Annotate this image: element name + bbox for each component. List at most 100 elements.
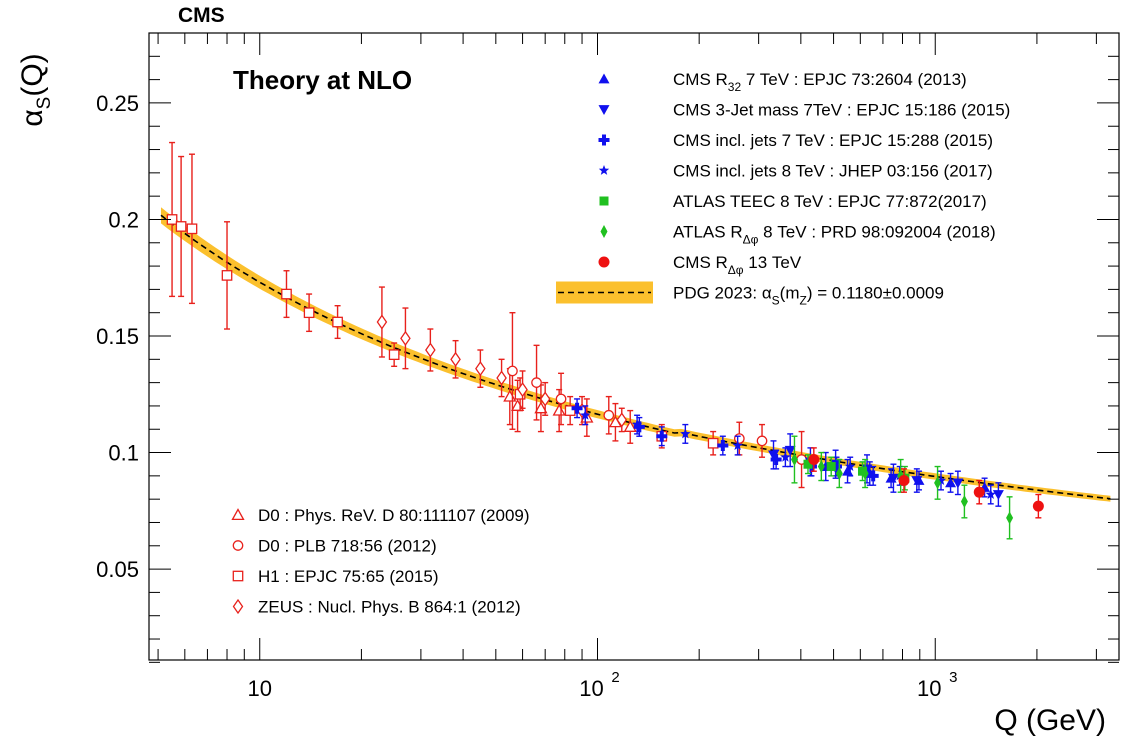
data-point bbox=[496, 370, 507, 386]
legend-marker bbox=[231, 508, 245, 521]
legend-marker bbox=[598, 105, 610, 115]
data-point bbox=[616, 412, 628, 428]
legend-marker bbox=[232, 598, 244, 615]
data-point bbox=[507, 365, 518, 377]
legend-layer: CMS R32 7 TeV : EPJC 73:2604 (2013) CMS 3… bbox=[231, 70, 1010, 617]
theory-label: Theory at NLO bbox=[233, 65, 413, 95]
data-point bbox=[808, 454, 820, 466]
data-point bbox=[517, 381, 528, 398]
legend-band-swatch bbox=[556, 281, 653, 304]
legend-label: CMS incl. jets 8 TeV : JHEP 03:156 (2017… bbox=[673, 162, 993, 181]
data-point bbox=[952, 478, 964, 489]
legend-label: CMS 3-Jet mass 7TeV : EPJC 15:186 (2015) bbox=[673, 101, 1010, 120]
legend-marker bbox=[598, 165, 610, 175]
data-point bbox=[780, 451, 791, 462]
y-tick-label: 0.05 bbox=[96, 557, 139, 582]
data-point bbox=[756, 435, 768, 447]
legend-entry-cms_r32: CMS R32 7 TeV : EPJC 73:2604 (2013) bbox=[598, 70, 967, 94]
data-point bbox=[826, 462, 836, 472]
legend-label: ZEUS : Nucl. Phys. B 864:1 (2012) bbox=[258, 598, 521, 617]
legend-label: ATLAS RΔφ 8 TeV : PRD 98:092004 (2018) bbox=[673, 223, 996, 247]
pdg-band-layer bbox=[160, 207, 1111, 502]
x-tick-exponent: 3 bbox=[949, 669, 957, 686]
data-point bbox=[973, 486, 985, 498]
data-point bbox=[1006, 511, 1014, 525]
data-point bbox=[845, 461, 856, 471]
legend-marker bbox=[598, 73, 610, 84]
data-point bbox=[934, 476, 942, 490]
data-point bbox=[803, 459, 813, 469]
data-point bbox=[400, 330, 411, 346]
data-point bbox=[388, 349, 400, 361]
data-point bbox=[887, 473, 899, 484]
data-point bbox=[534, 401, 548, 414]
data-point bbox=[564, 405, 576, 416]
experiment-label: CMS bbox=[178, 4, 225, 27]
data-point bbox=[960, 495, 968, 509]
y-axis-title: αS(Q) bbox=[16, 53, 55, 126]
legend-marker bbox=[598, 134, 610, 146]
data-point bbox=[935, 475, 947, 485]
series-d0_2012 bbox=[507, 312, 807, 489]
x-tick-label: 10 bbox=[917, 676, 941, 701]
data-point bbox=[450, 351, 461, 367]
data-point bbox=[830, 461, 842, 473]
data-point bbox=[303, 307, 315, 319]
data-point bbox=[733, 433, 745, 444]
legend-marker bbox=[232, 540, 244, 551]
x-tick-label: 10 bbox=[248, 676, 272, 701]
legend-entry-pdg: PDG 2023: αS(mZ) = 0.1180±0.0009 bbox=[556, 281, 944, 308]
legend-entry-d0_2012: D0 : PLB 718:56 (2012) bbox=[232, 537, 437, 556]
legend-marker bbox=[232, 570, 244, 582]
legend-entry-h1: H1 : EPJC 75:65 (2015) bbox=[232, 567, 438, 586]
data-point bbox=[425, 342, 436, 358]
x-tick-label: 10 bbox=[579, 676, 603, 701]
legend-label: PDG 2023: αS(mZ) = 0.1180±0.0009 bbox=[673, 284, 944, 308]
data-point bbox=[1032, 500, 1044, 512]
plot-frame bbox=[148, 32, 1120, 661]
data-point bbox=[281, 288, 292, 300]
data-point bbox=[835, 467, 843, 481]
y-tick-label: 0.2 bbox=[108, 207, 139, 232]
series-atlas_rdphi bbox=[790, 435, 1014, 540]
data-point bbox=[861, 467, 869, 481]
data-point bbox=[680, 428, 691, 439]
legend-entry-cms_3jet: CMS 3-Jet mass 7TeV : EPJC 15:186 (2015) bbox=[598, 101, 1010, 120]
series-cms_incl7 bbox=[571, 398, 879, 486]
legend-marker bbox=[598, 256, 610, 268]
axis-ticks-layer: 10 10 2 10 3 0.05 0.1 0.15 0.2 0.25 bbox=[96, 33, 1119, 701]
data-point bbox=[376, 314, 388, 330]
data-point bbox=[552, 403, 566, 416]
legend-entry-cms_incl7: CMS incl. jets 7 TeV : EPJC 15:288 (2015… bbox=[598, 131, 993, 150]
pdg-central-line bbox=[160, 214, 1111, 500]
data-point bbox=[945, 477, 957, 488]
data-points-layer bbox=[166, 141, 1044, 540]
legend-label: D0 : Phys. ReV. D 80:111107 (2009) bbox=[258, 506, 530, 525]
data-point bbox=[571, 402, 583, 414]
series-zeus bbox=[376, 286, 628, 433]
legend-label: CMS R32 7 TeV : EPJC 73:2604 (2013) bbox=[673, 70, 967, 94]
data-point bbox=[717, 440, 729, 452]
data-point bbox=[817, 460, 825, 474]
data-point bbox=[867, 470, 879, 482]
data-point bbox=[631, 419, 643, 429]
data-point bbox=[221, 270, 233, 281]
data-point bbox=[707, 437, 719, 449]
legend-entry-d0_2009: D0 : Phys. ReV. D 80:111107 (2009) bbox=[231, 506, 530, 525]
data-point bbox=[531, 377, 542, 388]
data-point bbox=[992, 490, 1004, 501]
y-tick-label: 0.25 bbox=[96, 91, 139, 116]
legend-label: ATLAS TEEC 8 TeV : EPJC 77:872(2017) bbox=[673, 192, 987, 211]
data-point bbox=[539, 391, 551, 407]
series-cms_rdphi13 bbox=[808, 447, 1044, 519]
data-point bbox=[580, 409, 591, 420]
data-point bbox=[911, 476, 923, 487]
legend-entry-atlas_teec: ATLAS TEEC 8 TeV : EPJC 77:872(2017) bbox=[599, 192, 987, 211]
legend-entry-zeus: ZEUS : Nucl. Phys. B 864:1 (2012) bbox=[232, 598, 521, 617]
data-point bbox=[656, 430, 668, 442]
data-point bbox=[770, 454, 782, 466]
data-point bbox=[475, 361, 486, 377]
legend-label: CMS incl. jets 7 TeV : EPJC 15:288 (2015… bbox=[673, 131, 993, 150]
legend-marker bbox=[599, 196, 609, 206]
